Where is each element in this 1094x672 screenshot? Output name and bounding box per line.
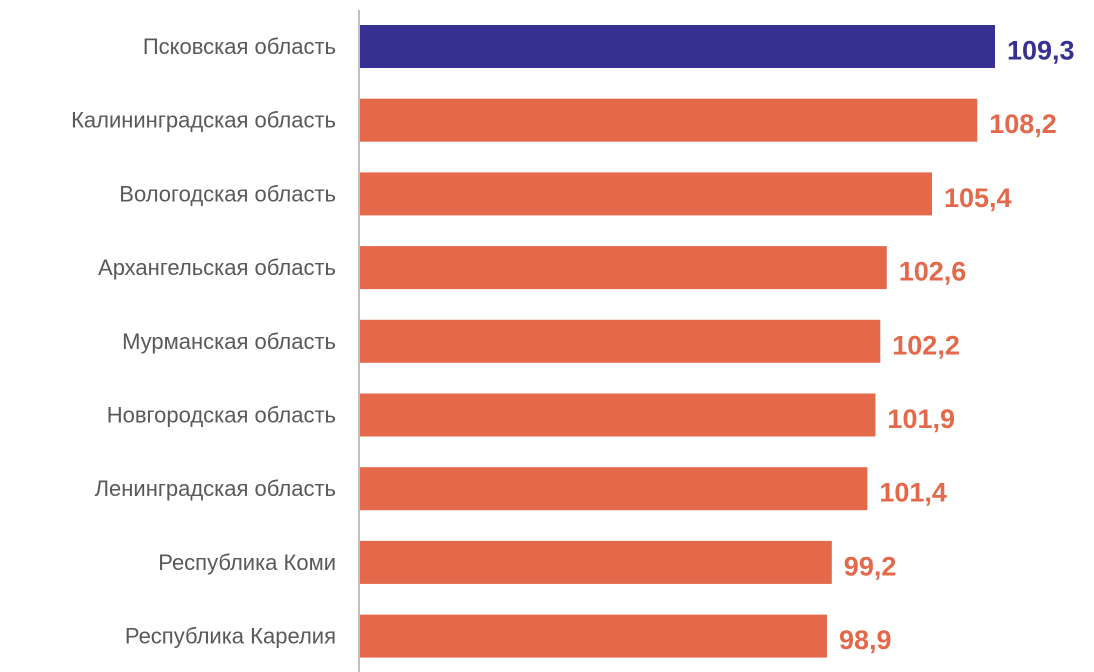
value-label: 102,2 [892, 330, 960, 360]
value-label: 101,4 [879, 478, 947, 508]
category-label: Вологодская область [119, 181, 336, 206]
value-label: 109,3 [1007, 36, 1075, 66]
category-label: Ленинградская область [95, 476, 336, 501]
category-label: Новгородская область [107, 403, 336, 428]
category-label: Калининградская область [71, 108, 336, 133]
bar [360, 540, 832, 584]
value-labels-group: 109,3 108,2 105,4 102,6 102,2 101,9 101,4 99,2 9… [839, 36, 1075, 656]
bar [360, 393, 876, 437]
bars-group [360, 25, 995, 658]
value-label: 101,9 [887, 404, 955, 434]
value-label: 102,6 [899, 257, 967, 287]
category-label: Республика Коми [158, 550, 336, 575]
value-label: 99,2 [844, 551, 897, 581]
bar [360, 319, 881, 363]
bar [360, 172, 932, 216]
category-labels-group: Псковская область Калининградская область… [71, 34, 336, 649]
category-label: Архангельская область [98, 255, 336, 280]
bar [360, 467, 868, 511]
bar [360, 25, 995, 68]
category-label: Псковская область [143, 34, 336, 59]
bar [360, 246, 887, 290]
bar [360, 614, 827, 658]
value-label: 105,4 [944, 183, 1012, 213]
value-label: 98,9 [839, 625, 892, 655]
bar [360, 98, 978, 142]
category-label: Мурманская область [122, 329, 336, 354]
value-label: 108,2 [989, 109, 1057, 139]
category-label: Республика Карелия [125, 624, 336, 649]
